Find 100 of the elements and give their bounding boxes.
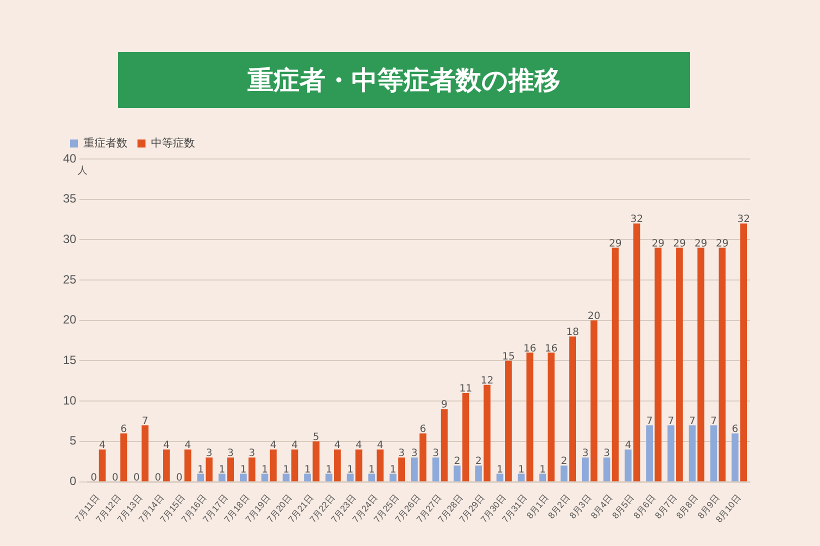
data-label: 29 [673, 238, 686, 250]
data-label: 1 [304, 464, 311, 476]
bar [440, 409, 448, 482]
y-axis-title: 人 [77, 166, 88, 177]
bar [163, 449, 170, 482]
data-label: 29 [608, 238, 622, 250]
bar [206, 458, 213, 482]
data-label: 0 [154, 472, 162, 484]
data-label: 0 [133, 472, 140, 484]
data-label: 7 [142, 416, 148, 427]
data-label: 12 [480, 376, 494, 387]
bar [184, 449, 192, 482]
data-label: 1 [218, 464, 226, 476]
bar [590, 320, 598, 482]
bar [355, 449, 362, 482]
data-label: 1 [539, 464, 546, 476]
bar [560, 466, 568, 482]
bar [368, 474, 376, 482]
bar [582, 458, 589, 482]
bar [390, 474, 396, 482]
bar [291, 449, 298, 482]
data-label: 1 [496, 464, 504, 476]
data-label: 4 [270, 440, 277, 452]
bar [432, 458, 440, 482]
bar [475, 466, 482, 482]
data-label: 16 [544, 343, 558, 354]
data-label: 3 [411, 448, 418, 460]
bar [539, 474, 546, 482]
bar [420, 433, 426, 482]
data-label: 3 [432, 448, 439, 460]
data-label: 4 [356, 440, 362, 452]
data-label: 15 [502, 351, 515, 362]
data-label: 0 [112, 472, 118, 484]
data-label: 1 [240, 464, 247, 476]
bar [612, 248, 619, 482]
data-label: 3 [227, 448, 234, 460]
data-label: 20 [588, 310, 600, 322]
data-label: 4 [184, 440, 191, 452]
bar [697, 248, 704, 482]
legend-label: 中等症数 [151, 136, 195, 150]
data-label: 3 [206, 448, 212, 460]
bar [496, 474, 504, 482]
data-label: 4 [163, 440, 170, 452]
data-label: 7 [668, 416, 674, 427]
y-tick-label: 10 [62, 393, 77, 408]
bar [98, 449, 106, 482]
legend-label: 重症者数 [84, 136, 128, 150]
bar [197, 474, 204, 482]
bar [218, 474, 226, 482]
bar [312, 441, 320, 482]
bar [732, 433, 738, 482]
data-label: 18 [566, 327, 579, 338]
data-label: 1 [347, 464, 354, 476]
bar [346, 474, 354, 482]
bar [462, 393, 470, 482]
bar [710, 425, 718, 482]
y-tick-label: 15 [62, 353, 77, 368]
data-label: 29 [652, 238, 664, 250]
data-label: 1 [326, 464, 332, 476]
data-label: 32 [630, 214, 644, 226]
data-label: 4 [377, 440, 384, 452]
data-label: 1 [368, 464, 375, 476]
data-label: 32 [737, 214, 750, 226]
bar [526, 352, 534, 482]
y-tick-label: 35 [62, 192, 77, 206]
bar [120, 433, 128, 482]
bar [398, 458, 405, 482]
data-label: 9 [441, 400, 448, 411]
bar [646, 425, 653, 482]
bar [518, 474, 525, 482]
data-label: 29 [716, 238, 729, 250]
y-tick-label: 30 [62, 232, 77, 246]
bar [654, 248, 662, 482]
data-label: 7 [646, 416, 653, 427]
data-label: 6 [420, 424, 426, 435]
data-label: 0 [90, 472, 97, 484]
data-label: 1 [390, 464, 396, 476]
data-label: 5 [312, 432, 320, 444]
data-label: 4 [334, 440, 341, 452]
bar [633, 224, 640, 482]
bar [410, 458, 418, 482]
bar [248, 458, 256, 482]
bar [270, 449, 277, 482]
bar [676, 248, 683, 482]
data-label: 1 [518, 464, 524, 476]
bar [667, 425, 674, 482]
data-label: 4 [624, 440, 632, 452]
data-label: 4 [292, 440, 298, 452]
bar [261, 474, 268, 482]
bar [740, 224, 748, 482]
data-label: 4 [99, 440, 106, 452]
bar [484, 384, 490, 482]
bar [334, 449, 341, 482]
bar [376, 449, 384, 482]
y-tick-label: 25 [62, 272, 77, 286]
data-label: 6 [120, 424, 127, 435]
bar [718, 248, 726, 482]
bar [624, 449, 632, 482]
data-label: 3 [248, 448, 256, 460]
data-label: 11 [459, 384, 472, 395]
